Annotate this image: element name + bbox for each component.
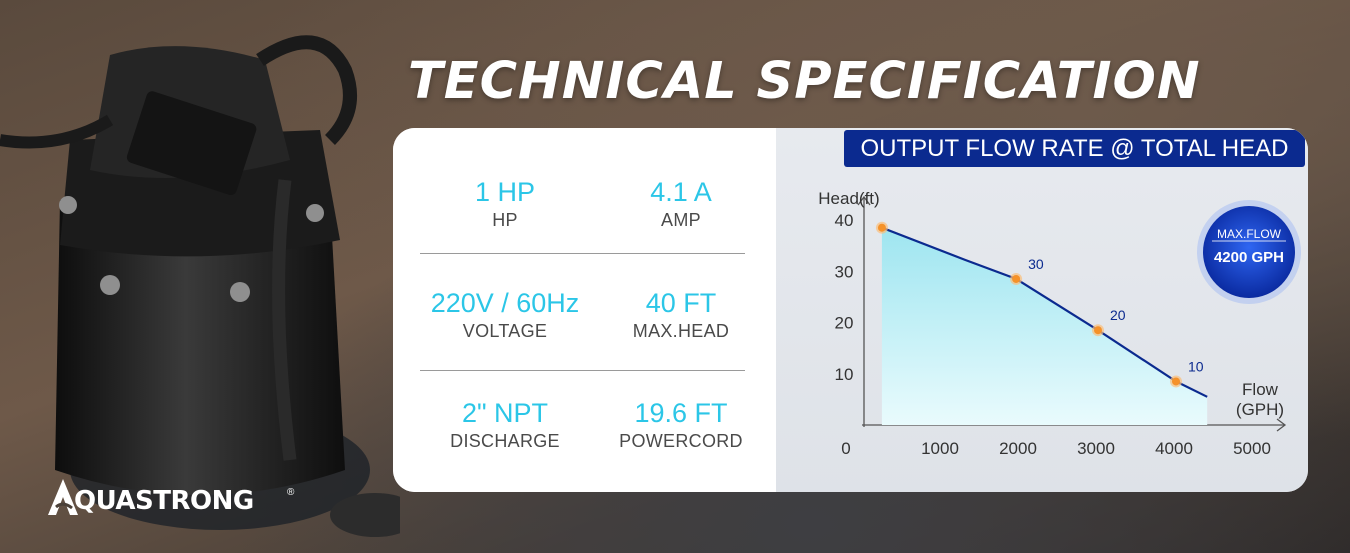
chart-area <box>881 227 1208 425</box>
max-flow-badge: MAX.FLOW 4200 GPH <box>1197 200 1301 304</box>
brand-name: QUASTRONG <box>74 486 254 516</box>
y-axis-title: Head(ft) <box>818 189 879 208</box>
page-title: TECHNICAL SPECIFICATION <box>408 52 1201 111</box>
spec-card: 1 HP HP 4.1 A AMP 220V / 60Hz VOLTAGE 40… <box>393 128 1308 492</box>
y-axis-arrow-icon <box>857 195 871 206</box>
y-tick-label: 30 <box>835 262 854 281</box>
chart-plot: 30 20 10 <box>875 221 1208 425</box>
spec-value: 2" NPT <box>461 398 549 428</box>
spec-value: 4.1 A <box>650 177 712 207</box>
brand-logo-icon <box>48 479 78 515</box>
x-tick-label: 4000 <box>1155 439 1193 458</box>
spec-voltage: 220V / 60Hz VOLTAGE <box>410 288 600 342</box>
x-tick-label: 2000 <box>999 439 1037 458</box>
data-label: 10 <box>1188 358 1204 374</box>
spec-panel: 1 HP HP 4.1 A AMP 220V / 60Hz VOLTAGE 40… <box>393 128 776 492</box>
registered-mark: ® <box>287 487 295 498</box>
spec-label: POWERCORD <box>619 431 743 451</box>
spec-label: MAX.HEAD <box>632 321 730 341</box>
spec-label: DISCHARGE <box>450 431 560 451</box>
y-tick-label: 10 <box>835 365 854 384</box>
spec-max-head: 40 FT MAX.HEAD <box>586 288 776 342</box>
x-tick-label: 3000 <box>1077 439 1115 458</box>
x-tick-label: 1000 <box>921 439 959 458</box>
spec-discharge: 2" NPT DISCHARGE <box>410 398 600 452</box>
spec-amp: 4.1 A AMP <box>586 177 776 231</box>
pump-image <box>0 35 400 537</box>
data-point <box>1094 326 1102 335</box>
spec-label: AMP <box>661 210 701 230</box>
data-point <box>877 223 886 232</box>
spec-hp: 1 HP HP <box>410 177 600 231</box>
x-tick-label: 5000 <box>1233 439 1271 458</box>
spec-value: 1 HP <box>474 177 536 207</box>
y-tick-label: 40 <box>835 211 854 230</box>
spec-value: 40 FT <box>645 288 717 318</box>
spec-label: HP <box>492 210 518 230</box>
x-axis-title: Flow <box>1242 380 1279 399</box>
x-axis-unit: (GPH) <box>1236 400 1284 419</box>
y-tick-label: 20 <box>835 314 854 333</box>
x-tick-label: 0 <box>841 439 850 458</box>
flow-chart: 0 1000 2000 3000 4000 5000 10 20 30 40 Head(ft) Flo… <box>818 189 1301 458</box>
divider <box>420 253 745 254</box>
spec-value: 19.6 FT <box>634 398 728 428</box>
data-point <box>1172 377 1180 386</box>
max-flow-label: MAX.FLOW <box>1217 227 1282 241</box>
data-point <box>1012 274 1021 283</box>
spec-value: 220V / 60Hz <box>430 288 580 318</box>
chart-title: OUTPUT FLOW RATE @ TOTAL HEAD <box>844 130 1305 167</box>
divider <box>420 370 745 371</box>
data-label: 20 <box>1110 307 1126 323</box>
data-label: 30 <box>1028 256 1044 272</box>
max-flow-value: 4200 GPH <box>1214 249 1284 266</box>
spec-label: VOLTAGE <box>462 321 548 341</box>
spec-powercord: 19.6 FT POWERCORD <box>586 398 776 452</box>
x-axis-arrow-icon <box>1276 418 1287 432</box>
